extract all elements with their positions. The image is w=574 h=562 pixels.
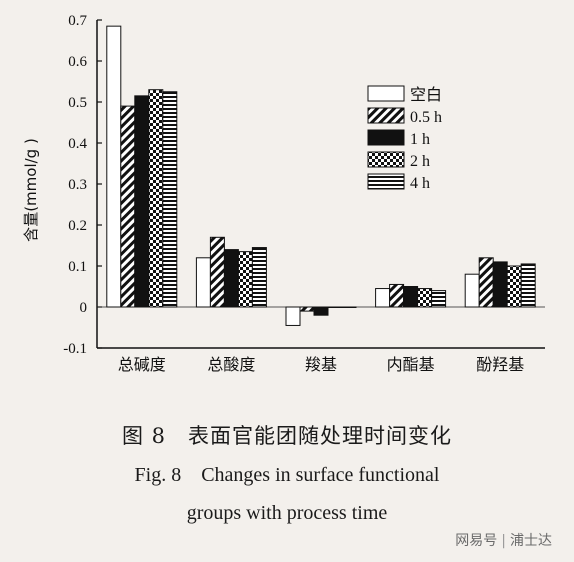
bar bbox=[417, 288, 433, 308]
figure-caption-chinese: 图 8 表面官能团随处理时间变化 bbox=[121, 424, 453, 448]
y-tick-label: 0 bbox=[80, 300, 88, 316]
watermark: 网易号 | 浦士达 bbox=[455, 530, 552, 550]
bar bbox=[403, 286, 419, 308]
bar bbox=[506, 265, 522, 308]
bar bbox=[209, 236, 225, 308]
y-tick-label: 0.7 bbox=[68, 13, 87, 29]
legend-swatch bbox=[367, 129, 405, 146]
x-tick-label: 总酸度 bbox=[207, 355, 255, 374]
bar bbox=[134, 95, 150, 308]
x-tick-label: 总碱度 bbox=[118, 355, 166, 374]
y-tick-label: 0.1 bbox=[68, 259, 87, 275]
bar bbox=[195, 257, 211, 308]
legend-label: 0.5 h bbox=[410, 109, 442, 126]
bar bbox=[223, 249, 239, 308]
figure-caption-english-line1: Fig. 8 Changes in surface functional bbox=[134, 464, 440, 486]
bar bbox=[375, 288, 391, 308]
x-tick-label: 内酯基 bbox=[387, 355, 435, 374]
bar bbox=[162, 91, 178, 308]
bar bbox=[341, 306, 357, 308]
legend-swatch bbox=[367, 151, 405, 168]
legend-label: 空白 bbox=[410, 86, 442, 104]
bar bbox=[106, 25, 122, 308]
y-axis-label: 含量(mmol/g ) bbox=[22, 138, 40, 242]
y-tick-label: 0.4 bbox=[68, 136, 87, 152]
bar bbox=[327, 306, 343, 308]
bar bbox=[478, 257, 494, 308]
bar bbox=[251, 247, 267, 308]
bar bbox=[299, 306, 315, 312]
legend-label: 2 h bbox=[410, 153, 430, 170]
watermark-author: 浦士达 bbox=[510, 533, 552, 549]
watermark-separator: | bbox=[501, 533, 506, 549]
bar bbox=[520, 263, 536, 308]
legend-label: 4 h bbox=[410, 175, 430, 192]
y-tick-label: -0.1 bbox=[63, 341, 87, 357]
bar bbox=[313, 306, 329, 316]
legend-swatch bbox=[367, 85, 405, 102]
y-tick-label: 0.3 bbox=[68, 177, 87, 193]
bar bbox=[120, 105, 136, 308]
figure-caption-english-line2: groups with process time bbox=[186, 502, 388, 524]
bar bbox=[492, 261, 508, 308]
x-tick-label: 羧基 bbox=[305, 355, 337, 374]
watermark-source: 网易号 bbox=[455, 533, 498, 549]
bar bbox=[148, 89, 164, 308]
bar bbox=[431, 290, 447, 308]
bar-chart: -0.1 0 0.1 0.2 0.3 0.4 0.5 0.6 0.7 含量(mmol/g ) 总碱度… bbox=[22, 13, 545, 374]
legend-swatch bbox=[367, 173, 405, 190]
bar bbox=[285, 306, 301, 326]
y-tick-label: 0.6 bbox=[68, 54, 87, 70]
bar bbox=[237, 251, 253, 308]
y-tick-label: 0.2 bbox=[68, 218, 87, 234]
legend-swatch bbox=[367, 107, 405, 124]
y-tick-label: 0.5 bbox=[68, 95, 87, 111]
x-tick-label: 酚羟基 bbox=[476, 355, 524, 374]
legend-label: 1 h bbox=[410, 131, 430, 148]
bar bbox=[464, 273, 480, 308]
bar bbox=[389, 283, 405, 308]
